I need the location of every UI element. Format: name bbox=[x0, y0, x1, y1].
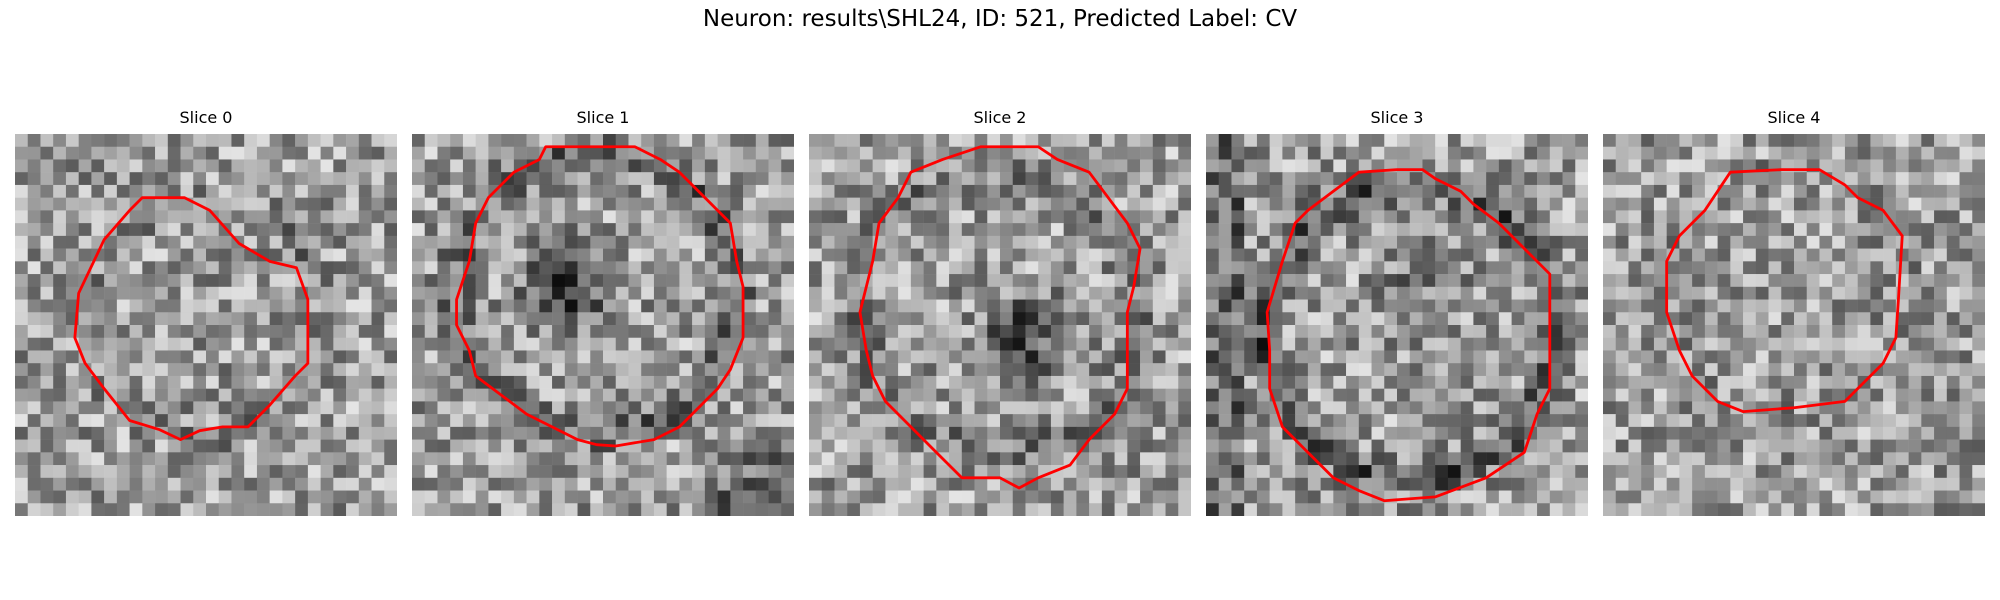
pixel-grid bbox=[1603, 134, 1985, 516]
slice-image-4 bbox=[1603, 134, 1985, 516]
slice-title-2: Slice 2 bbox=[973, 108, 1027, 127]
slice-panel-2: Slice 2 bbox=[809, 108, 1191, 518]
slice-image-2 bbox=[809, 134, 1191, 516]
pixel-grid bbox=[809, 134, 1191, 516]
contour-outline bbox=[1265, 168, 1552, 503]
contour-outline bbox=[1665, 168, 1904, 413]
contour-outline bbox=[858, 145, 1142, 490]
slice-image-1 bbox=[412, 134, 794, 516]
contour-outline bbox=[455, 145, 745, 448]
slice-title-0: Slice 0 bbox=[179, 108, 233, 127]
contour-outline bbox=[73, 196, 310, 442]
slice-panel-3: Slice 3 bbox=[1206, 108, 1588, 518]
slice-title-3: Slice 3 bbox=[1370, 108, 1424, 127]
pixel-grid bbox=[412, 134, 794, 516]
slice-title-4: Slice 4 bbox=[1767, 108, 1821, 127]
slice-title-1: Slice 1 bbox=[576, 108, 630, 127]
slice-image-0 bbox=[15, 134, 397, 516]
figure-title: Neuron: results\SHL24, ID: 521, Predicte… bbox=[702, 6, 1298, 32]
slice-panel-1: Slice 1 bbox=[412, 108, 794, 518]
slice-image-3 bbox=[1206, 134, 1588, 516]
pixel-grid bbox=[15, 134, 397, 516]
slice-panel-4: Slice 4 bbox=[1603, 108, 1985, 518]
slice-panel-0: Slice 0 bbox=[15, 108, 397, 518]
pixel-grid bbox=[1206, 134, 1588, 516]
